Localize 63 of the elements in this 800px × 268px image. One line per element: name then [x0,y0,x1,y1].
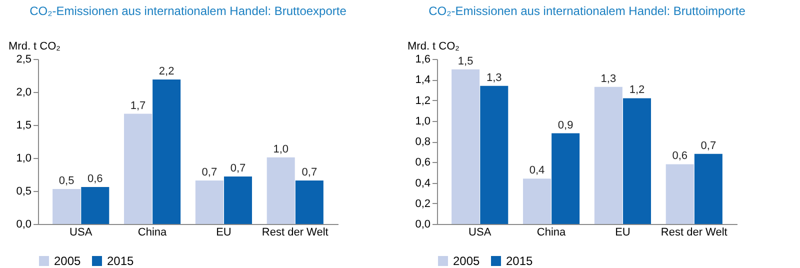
bar [694,154,722,224]
legend-label: 2015 [506,254,534,268]
bar [195,180,224,224]
y-tick-label: 1,0 [16,152,32,164]
y-tick-label: 0,6 [415,156,430,169]
y-tick-label: 2,5 [16,54,32,66]
x-tick-label: Rest der Welt [660,226,728,238]
x-tick-label: USA [468,226,492,238]
x-tick-label: EU [216,226,232,238]
x-tick-label: USA [70,226,93,238]
y-tick-label: 0,5 [16,186,32,198]
y-tick-label: 0,4 [415,177,430,190]
bar [124,114,152,224]
y-tick-label: 2,0 [16,86,32,98]
data-label: 0,6 [672,150,688,162]
bar [552,133,580,224]
bar [295,180,324,224]
data-label: 1,3 [600,72,616,85]
y-tick-label: 1,6 [415,54,430,66]
y-tick-label: 0,8 [415,136,430,148]
legend-label: 2005 [54,254,82,268]
data-label: 1,5 [458,55,474,68]
data-label: 0,7 [700,140,716,152]
x-tick-label: China [536,226,567,238]
bar [480,86,508,224]
y-tick-label: 1,4 [415,74,430,86]
data-label: 1,7 [130,100,146,112]
bar [623,98,651,224]
data-label: 1,0 [273,143,289,156]
data-label: 0,7 [202,166,218,178]
data-label: 0,7 [302,166,318,178]
bar [523,178,551,224]
y-tick-label: 0,0 [415,218,430,230]
data-label: 2,2 [158,65,174,78]
x-tick-label: China [138,226,168,238]
bar [452,69,480,224]
chart-title: CO₂-Emissionen aus internationalem Handel: Bruttoimporte [428,4,746,18]
legend-label: 2005 [453,254,480,268]
data-label: 0,4 [529,164,545,177]
y-tick-label: 1,2 [415,94,430,107]
x-tick-label: Rest der Welt [262,226,328,238]
bar [666,164,694,224]
bar [81,187,110,224]
bar [152,79,181,224]
data-label: 1,3 [486,72,502,84]
data-label: 0,9 [558,119,574,132]
chart-title: CO₂-Emissionen aus internationalem Handel: Bruttoexporte [30,4,347,18]
bar [224,176,252,224]
data-label: 0,7 [230,162,246,174]
data-label: 0,6 [87,173,103,186]
bar [266,157,295,224]
legend-label: 2015 [107,254,134,268]
y-axis-title: Mrd. t CO₂ [408,40,460,52]
data-label: 0,5 [58,175,74,188]
y-tick-label: 1,0 [415,115,430,128]
y-tick-label: 0,2 [415,198,430,210]
bar [52,189,81,224]
data-label: 1,2 [629,84,645,96]
y-tick-label: 0,0 [16,218,32,230]
bar [594,86,622,224]
x-tick-label: EU [615,226,630,238]
y-tick-label: 1,5 [16,120,32,132]
y-axis-title: Mrd. t CO₂ [8,40,60,52]
